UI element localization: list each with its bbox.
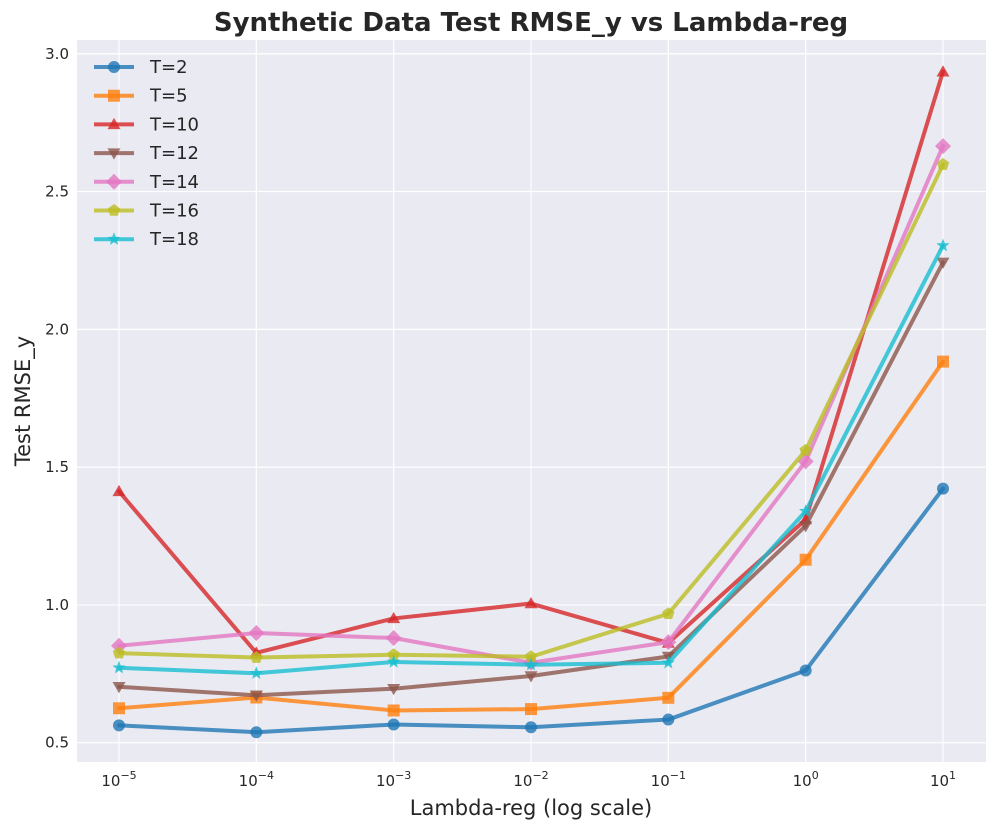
x-tick-label: 100 xyxy=(793,769,819,790)
data-point xyxy=(525,703,537,716)
data-point xyxy=(249,690,263,702)
data-point xyxy=(524,657,538,671)
data-point xyxy=(248,625,265,642)
chart-title: Synthetic Data Test RMSE_y vs Lambda-reg xyxy=(214,8,848,38)
y-tick-label: 1.5 xyxy=(45,458,69,476)
series-t12 xyxy=(112,257,950,702)
series-t2 xyxy=(113,482,949,739)
data-point xyxy=(525,721,537,734)
x-tick-label: 101 xyxy=(930,769,956,790)
data-point xyxy=(936,238,950,252)
x-tick-label: 10−1 xyxy=(651,769,686,790)
legend-item: T=5 xyxy=(94,86,188,107)
data-point xyxy=(385,629,402,646)
x-tick-label: 10−3 xyxy=(376,769,411,790)
data-point xyxy=(250,726,263,739)
x-tick-label: 10−2 xyxy=(513,769,548,790)
legend-label: T=5 xyxy=(149,86,188,107)
legend-marker xyxy=(107,117,121,130)
legend-item: T=10 xyxy=(94,114,199,135)
legend-marker xyxy=(108,61,120,73)
legend-item: T=2 xyxy=(94,57,188,78)
data-point xyxy=(387,704,400,717)
data-point xyxy=(112,646,126,659)
x-tick-label: 10−4 xyxy=(239,769,274,790)
data-point xyxy=(937,355,949,368)
y-ticks: 0.5 1.0 1.5 2.0 2.5 3.0 xyxy=(45,45,69,752)
data-point xyxy=(113,719,125,732)
data-point xyxy=(112,660,126,674)
legend-item: T=14 xyxy=(94,172,199,193)
data-point xyxy=(387,648,400,661)
data-point xyxy=(799,553,812,566)
legend-marker xyxy=(107,232,121,245)
data-point xyxy=(387,611,401,624)
data-point xyxy=(661,655,675,669)
legend-marker xyxy=(107,204,121,216)
legend-label: T=14 xyxy=(149,172,199,193)
legend-marker xyxy=(108,89,120,102)
data-point xyxy=(249,666,263,679)
data-point xyxy=(112,484,126,497)
data-point xyxy=(662,607,675,619)
y-tick-label: 0.5 xyxy=(45,734,69,752)
data-point xyxy=(799,521,813,533)
legend-label: T=16 xyxy=(149,201,199,222)
data-point xyxy=(662,713,675,726)
legend-item: T=12 xyxy=(94,143,199,164)
data-point xyxy=(935,138,951,155)
y-axis-label: Test RMSE_y xyxy=(11,336,36,467)
legend-marker xyxy=(106,173,122,190)
data-point xyxy=(113,702,125,715)
legend-label: T=12 xyxy=(149,143,199,164)
data-point xyxy=(936,158,950,170)
data-point xyxy=(524,650,538,662)
data-point xyxy=(524,597,538,609)
data-point xyxy=(799,504,813,517)
y-tick-label: 3.0 xyxy=(45,45,69,63)
x-ticks: 10−5 10−4 10−3 10−2 10−1 100 101 xyxy=(101,769,956,790)
data-point xyxy=(660,634,677,651)
data-point xyxy=(524,671,538,683)
legend-label: T=10 xyxy=(149,114,199,135)
y-tick-label: 1.0 xyxy=(45,596,69,614)
data-point xyxy=(387,654,401,668)
legend-label: T=18 xyxy=(149,229,199,250)
series-layer xyxy=(111,65,951,739)
x-axis-label: Lambda-reg (log scale) xyxy=(410,796,652,820)
data-point xyxy=(799,664,812,677)
y-tick-label: 2.5 xyxy=(45,183,69,201)
series-t16 xyxy=(112,158,950,663)
legend-item: T=16 xyxy=(94,201,199,222)
legend-item: T=18 xyxy=(94,229,199,250)
data-point xyxy=(387,718,400,731)
data-point xyxy=(937,482,949,495)
x-tick-label: 10−5 xyxy=(101,769,136,790)
legend-marker xyxy=(107,148,121,160)
legend: T=2 T=5 T=10 T=12 T=14 T=16 T=18 xyxy=(94,57,199,250)
y-tick-label: 2.0 xyxy=(45,320,69,338)
series-t18 xyxy=(112,238,950,679)
data-point xyxy=(799,443,812,456)
data-point xyxy=(387,683,401,696)
data-point xyxy=(250,651,263,663)
legend-label: T=2 xyxy=(149,57,188,78)
data-point xyxy=(936,65,950,77)
data-point xyxy=(662,691,675,704)
data-point xyxy=(112,682,126,694)
data-point xyxy=(936,257,950,269)
